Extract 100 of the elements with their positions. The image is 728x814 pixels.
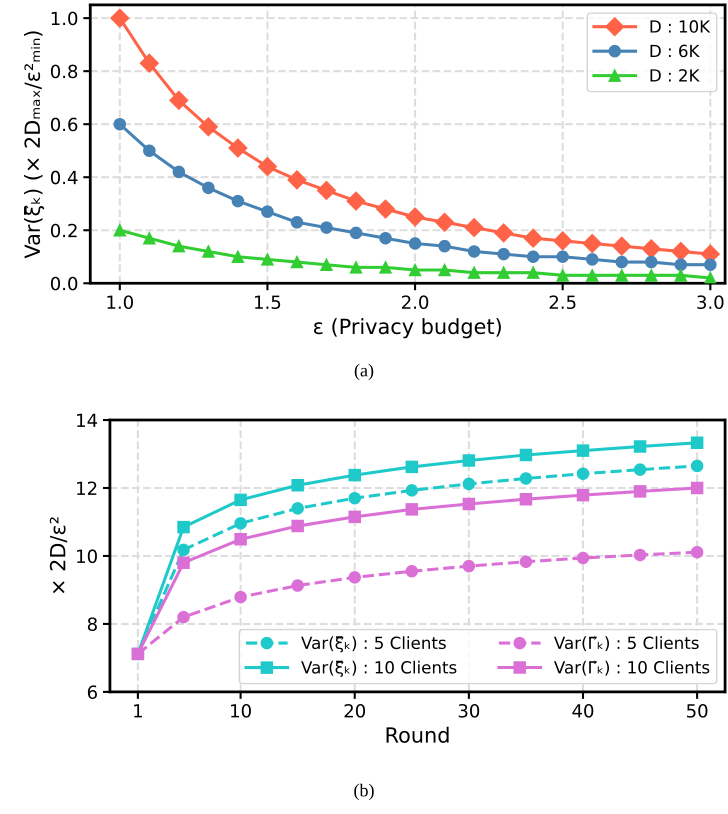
- point: [348, 510, 361, 524]
- point: [690, 546, 704, 558]
- point: [316, 180, 336, 200]
- point: [290, 256, 304, 268]
- point: [350, 261, 362, 274]
- point: [408, 237, 422, 250]
- point: [228, 138, 248, 158]
- point: [291, 579, 304, 592]
- point: [690, 460, 704, 472]
- point: [291, 520, 304, 532]
- point: [177, 544, 190, 556]
- point: [261, 253, 274, 266]
- point: [438, 264, 451, 276]
- point: [435, 212, 454, 232]
- legend-label: D : 6K: [650, 44, 700, 58]
- point: [348, 468, 361, 482]
- point: [556, 269, 569, 282]
- point: [202, 182, 215, 194]
- y-tick-label: 10: [77, 549, 97, 564]
- point: [704, 272, 717, 284]
- point: [468, 266, 480, 279]
- point: [232, 194, 244, 208]
- point: [140, 54, 159, 73]
- y-tick-label: 14: [77, 414, 98, 427]
- point: [524, 228, 543, 248]
- point: [520, 472, 532, 485]
- point: [462, 454, 476, 467]
- legend-label: Var(ξ⃗ₖ) : 10 Clients: [301, 660, 456, 677]
- x-tick-label: 40: [572, 704, 594, 718]
- point: [615, 269, 628, 282]
- point: [320, 221, 333, 234]
- point: [582, 234, 602, 254]
- point: [114, 118, 126, 130]
- point: [290, 216, 304, 229]
- point: [438, 240, 451, 252]
- point: [258, 157, 277, 176]
- y-tick-label: 1.0: [52, 12, 78, 26]
- x-tick-label: 3.0: [697, 295, 724, 310]
- x-tick-label: 2.0: [402, 295, 428, 310]
- point: [143, 232, 156, 244]
- point: [234, 590, 247, 604]
- point: [576, 467, 590, 480]
- y-axis-title: Var(ξ⃗ₖ) (× 2Dₘₐₓ/ε²ₘᵢₙ): [24, 31, 44, 258]
- point: [234, 533, 247, 546]
- point: [576, 444, 590, 457]
- point: [497, 248, 510, 260]
- point: [642, 239, 661, 258]
- x-axis-title: ε (Privacy budget): [314, 318, 501, 338]
- point: [114, 224, 126, 236]
- point: [615, 256, 628, 268]
- point: [232, 250, 244, 264]
- text: (a): [354, 364, 374, 380]
- point: [634, 548, 646, 562]
- point: [462, 478, 476, 490]
- point: [406, 460, 418, 474]
- x-tick-label: 30: [458, 704, 480, 718]
- point: [234, 517, 247, 530]
- point: [462, 560, 476, 572]
- point: [645, 269, 658, 282]
- point: [177, 610, 190, 624]
- x-tick-label: 20: [344, 704, 366, 718]
- point: [172, 166, 186, 178]
- point: [526, 266, 540, 279]
- point: [690, 482, 704, 494]
- x-tick-label: 2.5: [550, 295, 576, 310]
- point: [202, 245, 215, 258]
- point: [468, 245, 480, 258]
- point: [261, 205, 274, 218]
- y-tick-label: 8: [88, 617, 97, 632]
- point: [291, 502, 304, 515]
- legend-label: Var(Γ⃗ₖ) : 10 Clients: [554, 660, 710, 676]
- point: [612, 236, 632, 256]
- point: [406, 207, 425, 227]
- point: [553, 231, 572, 250]
- point: [576, 488, 590, 502]
- point: [376, 200, 396, 219]
- y-tick-label: 0.4: [50, 170, 78, 184]
- legend-label: D : 2K: [650, 69, 700, 82]
- x-tick-label: 1: [134, 704, 142, 718]
- point: [320, 258, 333, 271]
- point: [177, 520, 190, 534]
- point: [671, 242, 690, 261]
- point: [645, 256, 658, 268]
- point: [291, 479, 304, 492]
- point: [177, 556, 190, 570]
- x-tick-label: 1.5: [255, 296, 280, 310]
- point: [494, 223, 514, 242]
- x-tick-label: 50: [687, 704, 708, 718]
- y-axis-title: × 2D/ε²: [50, 517, 68, 594]
- x-tick-label: 10: [231, 704, 251, 718]
- point: [143, 144, 156, 157]
- point: [110, 8, 130, 28]
- point: [526, 250, 540, 264]
- point: [406, 484, 418, 497]
- point: [346, 192, 366, 211]
- point: [406, 565, 418, 578]
- legend-label: Var(ξ⃗ₖ) : 5 Clients: [301, 636, 446, 652]
- point: [556, 250, 569, 264]
- legend-label: D : 10K: [650, 20, 710, 33]
- point: [674, 258, 688, 271]
